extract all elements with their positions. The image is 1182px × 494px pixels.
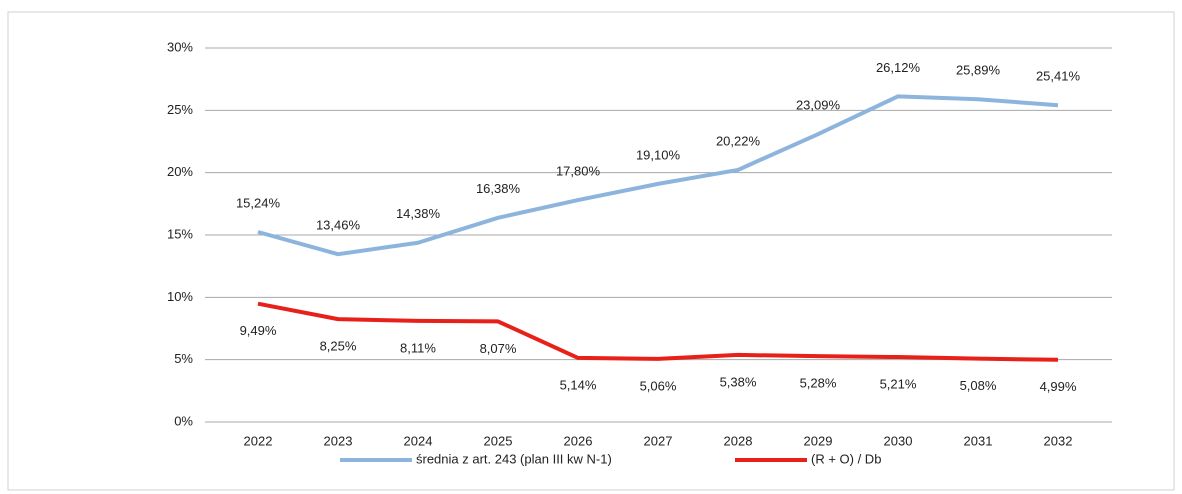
data-label: 8,11% xyxy=(400,340,436,355)
chart-frame xyxy=(7,11,1175,491)
data-label: 5,06% xyxy=(640,378,677,393)
x-tick-label: 2022 xyxy=(244,433,273,448)
data-label: 8,07% xyxy=(480,341,517,356)
data-label: 19,10% xyxy=(636,147,681,162)
x-tick-label: 2032 xyxy=(1044,433,1073,448)
data-label: 20,22% xyxy=(716,133,761,148)
x-tick-label: 2030 xyxy=(884,433,913,448)
data-label: 14,38% xyxy=(396,206,441,221)
legend-label: średnia z art. 243 (plan III kw N-1) xyxy=(416,451,612,466)
y-tick-label: 10% xyxy=(167,289,193,304)
y-tick-label: 25% xyxy=(167,102,193,117)
data-label: 23,09% xyxy=(796,98,841,113)
y-tick-label: 5% xyxy=(174,351,193,366)
data-label: 17,80% xyxy=(556,164,601,179)
x-tick-label: 2023 xyxy=(324,433,353,448)
data-label: 5,21% xyxy=(880,376,917,391)
series-line xyxy=(257,94,1059,257)
data-label: 5,14% xyxy=(560,377,597,392)
data-label: 5,38% xyxy=(720,374,757,389)
data-label: 26,12% xyxy=(876,60,921,75)
data-label: 25,89% xyxy=(956,63,1001,78)
y-tick-label: 0% xyxy=(174,413,193,428)
data-label: 5,08% xyxy=(960,378,997,393)
y-tick-label: 15% xyxy=(167,226,193,241)
data-label: 4,99% xyxy=(1040,379,1077,394)
data-label: 5,28% xyxy=(800,376,837,391)
x-tick-label: 2025 xyxy=(484,433,513,448)
x-tick-label: 2024 xyxy=(404,433,433,448)
legend-label: (R + O) / Db xyxy=(811,451,881,466)
y-tick-label: 30% xyxy=(167,39,193,54)
data-label: 9,49% xyxy=(240,323,277,338)
data-label: 25,41% xyxy=(1036,69,1081,84)
x-tick-label: 2027 xyxy=(644,433,673,448)
x-tick-label: 2031 xyxy=(964,433,993,448)
data-label: 16,38% xyxy=(476,181,521,196)
y-tick-label: 20% xyxy=(167,164,193,179)
x-tick-label: 2026 xyxy=(564,433,593,448)
x-tick-label: 2029 xyxy=(804,433,833,448)
data-label: 13,46% xyxy=(316,218,361,233)
series-line xyxy=(257,301,1059,362)
x-tick-label: 2028 xyxy=(724,433,753,448)
data-label: 15,24% xyxy=(236,195,281,210)
data-label: 8,25% xyxy=(320,339,357,354)
